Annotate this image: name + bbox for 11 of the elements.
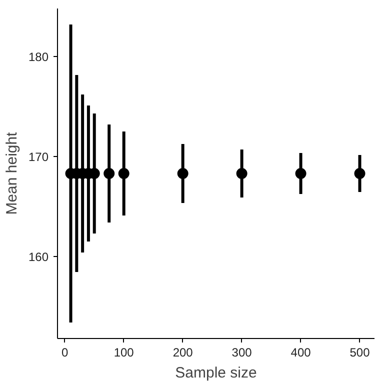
x-tick-label: 200 xyxy=(172,346,194,360)
x-axis-title: Sample size xyxy=(175,364,257,382)
y-axis-title: Mean height xyxy=(3,131,20,215)
y-tick-label: 180 xyxy=(28,50,49,64)
y-tick-label: 170 xyxy=(28,150,49,164)
x-tick-label: 400 xyxy=(290,346,312,360)
x-tick-label: 500 xyxy=(350,346,370,360)
y-tick-label: 160 xyxy=(28,250,49,264)
x-tick-label: 0 xyxy=(62,346,69,360)
x-tick-label: 100 xyxy=(114,346,134,360)
x-tick-label: 300 xyxy=(232,346,252,360)
